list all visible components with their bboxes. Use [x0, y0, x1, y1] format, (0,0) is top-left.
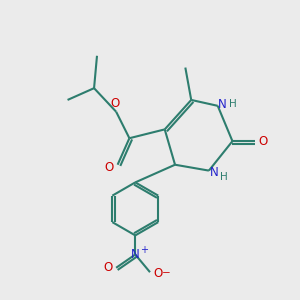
- Text: H: H: [229, 99, 236, 110]
- Text: O: O: [110, 97, 119, 110]
- Text: +: +: [140, 245, 148, 255]
- Text: −: −: [162, 268, 171, 278]
- Text: O: O: [154, 267, 163, 280]
- Text: O: O: [105, 161, 114, 174]
- Text: N: N: [209, 166, 218, 178]
- Text: O: O: [258, 135, 267, 148]
- Text: O: O: [103, 261, 112, 274]
- Text: N: N: [218, 98, 227, 111]
- Text: H: H: [220, 172, 227, 182]
- Text: N: N: [131, 248, 140, 261]
